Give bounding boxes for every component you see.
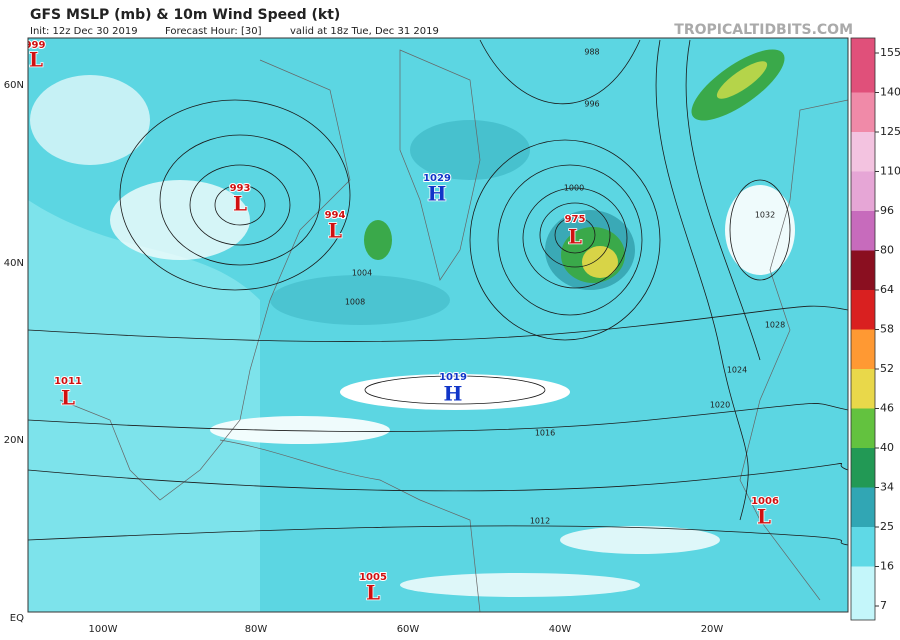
colorbar-segment	[851, 448, 875, 488]
forecast-hour: Forecast Hour: [30]	[165, 26, 262, 37]
pressure-value: 1011	[54, 376, 82, 387]
pressure-value: 993	[230, 183, 251, 194]
isobar-label: 1008	[345, 298, 365, 307]
isobar-label: 996	[584, 100, 599, 109]
lat-label: 60N	[4, 80, 24, 91]
colorbar-segment	[851, 211, 875, 251]
colorbar-tick-label: 155	[880, 46, 900, 59]
pressure-value: 1029	[423, 173, 451, 184]
colorbar-tick-label: 16	[880, 560, 894, 573]
lon-label: 60W	[397, 624, 420, 635]
center-letter: L	[233, 192, 247, 216]
colorbar-tick-label: 7	[880, 599, 887, 612]
colorbar-segment	[851, 132, 875, 172]
isobar-labels: 988 996 1000 1004 1008 1012 1016 1020 10…	[345, 48, 785, 526]
colorbar: 155 140 125 110 96 80 64 58 52 46 40 34 25 16 7	[850, 37, 900, 621]
pressure-value: 994	[325, 210, 346, 221]
isobar-label: 988	[584, 48, 599, 57]
lon-label: 80W	[245, 624, 268, 635]
lat-labels: 60N 40N 20N EQ	[4, 80, 24, 624]
colorbar-segment	[851, 171, 875, 211]
colorbar-segment	[851, 487, 875, 527]
brand: TROPICALTIDBITS.COM	[674, 22, 853, 38]
colorbar-segment	[851, 38, 875, 93]
pressure-value: 1006	[751, 496, 779, 507]
pressure-value: 1005	[359, 572, 387, 583]
colorbar-segment	[851, 369, 875, 409]
colorbar-segment	[851, 92, 875, 132]
lat-label: 40N	[4, 258, 24, 269]
isobar-label: 1024	[727, 366, 747, 375]
isobars	[28, 39, 848, 546]
colorbar-segment	[851, 566, 875, 620]
isobar-label: 1004	[352, 269, 372, 278]
isobar-label: 1020	[710, 401, 730, 410]
center-letter: L	[757, 505, 771, 529]
isobar-label: 1028	[765, 321, 785, 330]
colorbar-tick-label: 80	[880, 244, 894, 257]
isobar-label: 1016	[535, 429, 555, 438]
center-letter: L	[366, 581, 380, 605]
valid-time: valid at 18z Tue, Dec 31 2019	[290, 26, 439, 37]
isobar-label: 1032	[755, 211, 775, 220]
lon-label: 100W	[89, 624, 118, 635]
colorbar-segment	[851, 527, 875, 567]
colorbar-tick-label: 25	[880, 520, 894, 533]
lon-label: 40W	[549, 624, 572, 635]
isobar-label: 1000	[564, 184, 584, 193]
lat-label: 20N	[4, 435, 24, 446]
isobar-label: 1012	[530, 517, 550, 526]
colorbar-tick-label: 140	[880, 86, 900, 99]
center-letter: L	[61, 386, 75, 410]
lon-label: 20W	[701, 624, 724, 635]
colorbar-tick-label: 64	[880, 283, 894, 296]
colorbar-tick-label: 46	[880, 402, 894, 415]
map-frame	[27, 37, 849, 613]
colorbar-tick-label: 52	[880, 362, 894, 375]
map-title: GFS MSLP (mb) & 10m Wind Speed (kt)	[30, 7, 340, 23]
center-letter: H	[444, 382, 463, 406]
pressure-value: 1019	[439, 372, 467, 383]
init-time: Init: 12z Dec 30 2019	[30, 26, 138, 37]
colorbar-segment	[851, 250, 875, 290]
colorbar-segment	[851, 290, 875, 330]
center-letter: H	[428, 182, 447, 206]
colorbar-tick-label: 96	[880, 204, 894, 217]
colorbar-tick-label: 34	[880, 481, 894, 494]
colorbar-tick-label: 125	[880, 125, 900, 138]
map: 988 996 1000 1004 1008 1012 1016 1020 10…	[25, 38, 848, 612]
pressure-value: 975	[565, 214, 586, 225]
colorbar-tick-label: 58	[880, 323, 894, 336]
lat-label: EQ	[10, 613, 24, 624]
pressure-value: 999	[25, 40, 46, 51]
center-letter: L	[29, 48, 43, 72]
colorbar-segment	[851, 329, 875, 369]
lon-labels: 100W 80W 60W 40W 20W	[89, 624, 724, 635]
center-letter: L	[328, 219, 342, 243]
center-letter: L	[568, 225, 582, 249]
colorbar-segment	[851, 408, 875, 448]
colorbar-tick-label: 40	[880, 441, 894, 454]
colorbar-tick-label: 110	[880, 165, 900, 178]
